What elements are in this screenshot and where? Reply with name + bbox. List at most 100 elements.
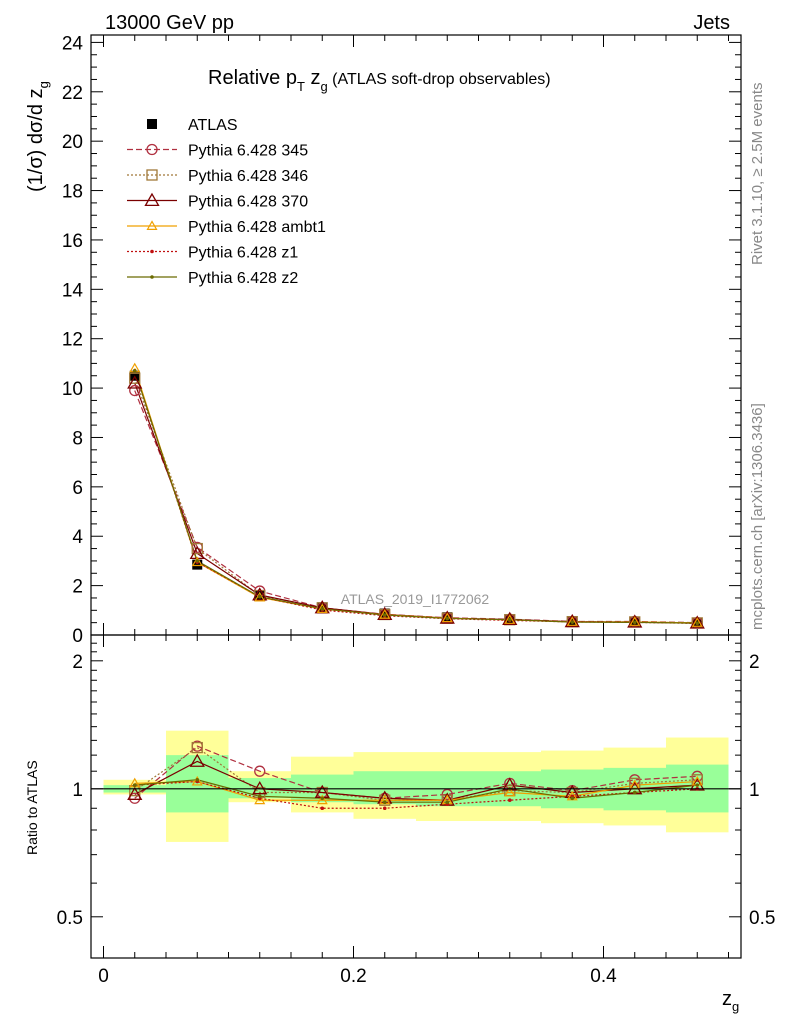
ratio-data-point [252, 780, 268, 795]
main-y-tick-label: 12 [62, 330, 83, 351]
ratio-data-point [254, 794, 266, 805]
x-axis-ticks: 0 0.2 0.4 [98, 35, 729, 987]
ratio-data-point [191, 775, 203, 786]
legend-label: Pythia 6.428 z2 [188, 270, 298, 287]
main-panel-title: Relative pT zg (ATLAS soft-drop observab… [208, 67, 551, 94]
ratio-series-line [134, 745, 698, 799]
analysis-watermark: ATLAS_2019_I1772062 [341, 591, 490, 607]
ratio-uncertainty-bands [103, 730, 729, 842]
main-data-point [132, 369, 137, 373]
ratio-band-inner [166, 755, 229, 813]
main-series-line [134, 390, 698, 624]
main-series-line [134, 368, 698, 624]
main-data-point [441, 612, 453, 623]
main-y-tick-label: 24 [62, 33, 84, 54]
legend-item: Pythia 6.428 345 [127, 143, 308, 160]
main-data-point [195, 559, 200, 563]
main-data-point [564, 613, 580, 628]
ratio-series-line [134, 779, 698, 803]
main-y-axis-label: (1/σ) dσ/d zg [25, 81, 51, 192]
ratio-data-point [257, 794, 262, 799]
main-data-point [129, 372, 141, 384]
main-data-point [689, 615, 705, 629]
main-y-tick-label: 4 [72, 527, 83, 548]
ratio-data-point [570, 796, 575, 801]
ratio-data-point [445, 800, 450, 805]
main-data-point [566, 616, 578, 626]
main-data-point [191, 542, 203, 555]
x-tick-label: 0 [98, 966, 109, 987]
ratio-data-point [441, 788, 453, 801]
main-series-markers [127, 362, 705, 629]
legend-marker [146, 143, 158, 156]
legend-label: Pythia 6.428 370 [188, 194, 308, 211]
main-data-point [379, 609, 391, 619]
main-y-tick-label: 10 [62, 379, 83, 400]
main-y-tick-label: 20 [62, 132, 83, 153]
main-data-point [129, 384, 141, 397]
main-data-point [191, 556, 203, 567]
ratio-y-axis-ticks: 0.5 0.5 1 1 2 2 [57, 642, 775, 929]
main-data-point [252, 587, 268, 601]
ratio-y-tick-label: 2 [72, 652, 83, 673]
main-y-tick-label: 0 [72, 626, 83, 647]
main-data-point [320, 607, 325, 611]
main-data-point [382, 613, 387, 617]
ratio-data-point [254, 765, 266, 777]
ratio-y-tick-label: 1 [72, 780, 83, 801]
main-data-point [627, 614, 643, 628]
main-y-tick-label: 6 [72, 478, 83, 499]
legend-item: Pythia 6.428 ambt1 [127, 219, 326, 236]
x-tick-label: 0.4 [590, 966, 617, 987]
legend-marker [150, 249, 154, 254]
ratio-data-point [189, 753, 205, 767]
ratio-data-point [382, 806, 387, 811]
ratio-data-point [129, 792, 141, 804]
legend-marker [150, 275, 154, 279]
legend-item: Pythia 6.428 z1 [127, 245, 298, 262]
legend-item: Pythia 6.428 370 [127, 192, 308, 211]
ratio-data-point [195, 777, 200, 782]
main-data-point [439, 610, 455, 624]
legend-label: Pythia 6.428 345 [188, 143, 308, 160]
main-y-tick-label: 14 [62, 280, 84, 301]
legend-marker [144, 192, 160, 207]
legend-item: Pythia 6.428 346 [127, 168, 308, 185]
x-axis-label: zg [722, 988, 739, 1014]
ratio-series-markers [127, 740, 705, 811]
ratio-data-point [504, 786, 516, 797]
main-series-lines [134, 368, 698, 624]
main-data-point [445, 616, 450, 621]
main-data-point [570, 620, 575, 624]
ratio-y-tick-label-right: 1 [749, 780, 760, 801]
main-series-line [134, 382, 698, 624]
ratio-data-point [695, 783, 700, 787]
ratio-series-lines [134, 745, 698, 809]
ratio-data-point [132, 783, 137, 787]
main-data-point [257, 594, 262, 599]
ratio-data-point [382, 800, 387, 805]
ratio-data-point [507, 798, 512, 803]
ratio-series-line [134, 780, 698, 801]
ratio-data-point [632, 790, 637, 795]
legend-label: Pythia 6.428 346 [188, 168, 308, 185]
ratio-data-point [127, 786, 143, 800]
legend-label: ATLAS [188, 117, 238, 134]
ratio-y-tick-label-right: 0.5 [749, 908, 775, 929]
rivet-version-label: Rivet 3.1.10, ≥ 2.5M events [749, 83, 766, 266]
main-data-point [316, 603, 328, 614]
main-data-point [507, 617, 512, 622]
ratio-data-point [191, 741, 203, 754]
main-data-point [504, 614, 516, 624]
main-series-line [134, 370, 698, 624]
legend: ATLAS Pythia 6.428 345 Pythia 6.428 346 Pyt… [127, 117, 326, 287]
main-data-point [502, 611, 518, 625]
main-y-tick-label: 2 [72, 577, 83, 598]
legend-marker [147, 119, 157, 129]
legend-item: ATLAS [147, 117, 238, 134]
ratio-data-point [320, 796, 325, 801]
main-data-point [632, 620, 637, 625]
main-series-line [134, 370, 698, 624]
